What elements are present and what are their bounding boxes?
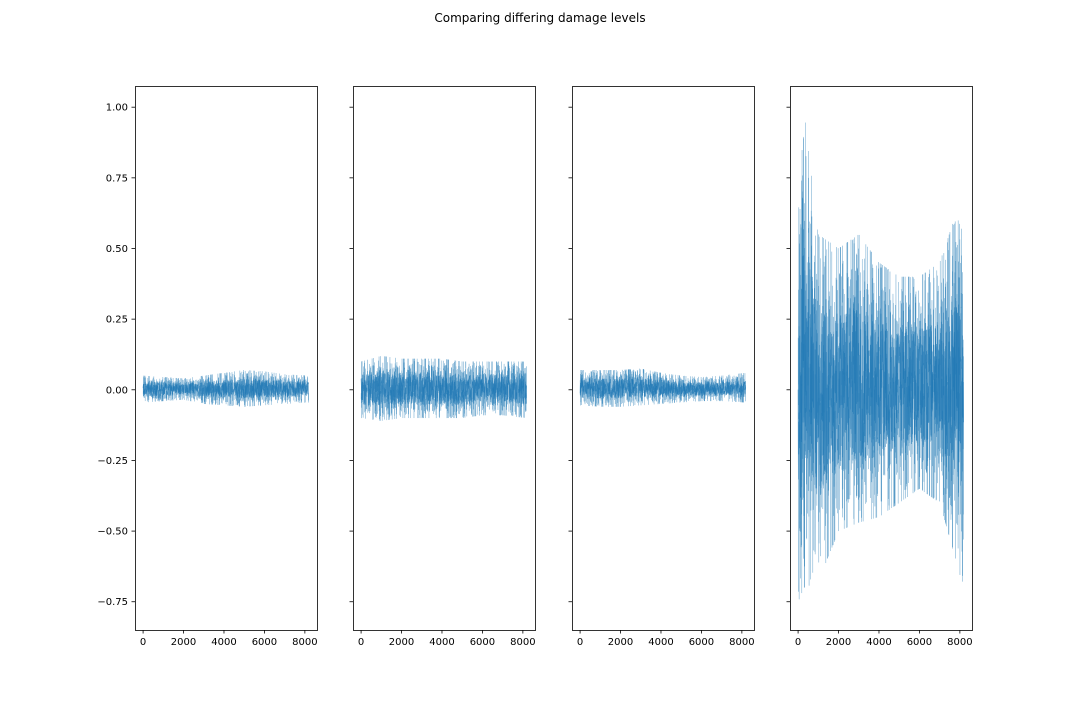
axes-frame [790, 86, 973, 631]
axes-frame [135, 86, 318, 631]
x-tick-label: 2000 [608, 637, 633, 648]
subplot-4: 0 2000 4000 6000 8000 [786, 86, 973, 648]
x-tick-label: 6000 [907, 637, 932, 648]
y-tick-label: 1.00 [106, 103, 128, 114]
x-tick-label: 8000 [292, 637, 317, 648]
subplot-3: 0 2000 4000 6000 8000 [568, 86, 755, 648]
chart-title: Comparing differing damage levels [434, 11, 646, 25]
y-tick-label: 0.00 [106, 385, 128, 396]
x-tick-label: 8000 [729, 637, 754, 648]
y-tick-label: −0.25 [97, 456, 128, 467]
x-tick-label: 2000 [171, 637, 196, 648]
x-tick-label: 8000 [947, 637, 972, 648]
signal-core-line [579, 376, 746, 399]
x-tick-label: 0 [358, 637, 364, 648]
axes-frame [353, 86, 536, 631]
x-tick-label: 4000 [866, 637, 891, 648]
x-tick-label: 0 [577, 637, 583, 648]
x-tick-label: 4000 [648, 637, 673, 648]
x-tick-label: 4000 [211, 637, 236, 648]
y-tick-label: 0.25 [106, 315, 128, 326]
y-tick-label: 0.75 [106, 173, 128, 184]
x-tick-label: 0 [140, 637, 146, 648]
x-tick-label: 0 [795, 637, 801, 648]
x-tick-label: 6000 [689, 637, 714, 648]
signal-core-line [797, 255, 964, 499]
y-tick-label: −0.75 [97, 597, 128, 608]
signal-core-line [360, 371, 527, 406]
subplot-2: 0 2000 4000 6000 8000 [349, 86, 536, 648]
x-tick-label: 6000 [470, 637, 495, 648]
y-tick-label: −0.50 [97, 527, 128, 538]
x-tick-label: 4000 [429, 637, 454, 648]
x-tick-label: 6000 [252, 637, 277, 648]
x-tick-label: 8000 [510, 637, 535, 648]
signal-line [579, 368, 746, 407]
y-tick-label: 0.50 [106, 244, 128, 255]
subplot-1: 0 2000 4000 6000 8000 1.00 0.75 0.50 0.25 0.00 −0.… [97, 86, 318, 648]
x-tick-label: 2000 [826, 637, 851, 648]
x-tick-label: 2000 [389, 637, 414, 648]
signal-core-line [142, 378, 309, 399]
axes-frame [572, 86, 755, 631]
